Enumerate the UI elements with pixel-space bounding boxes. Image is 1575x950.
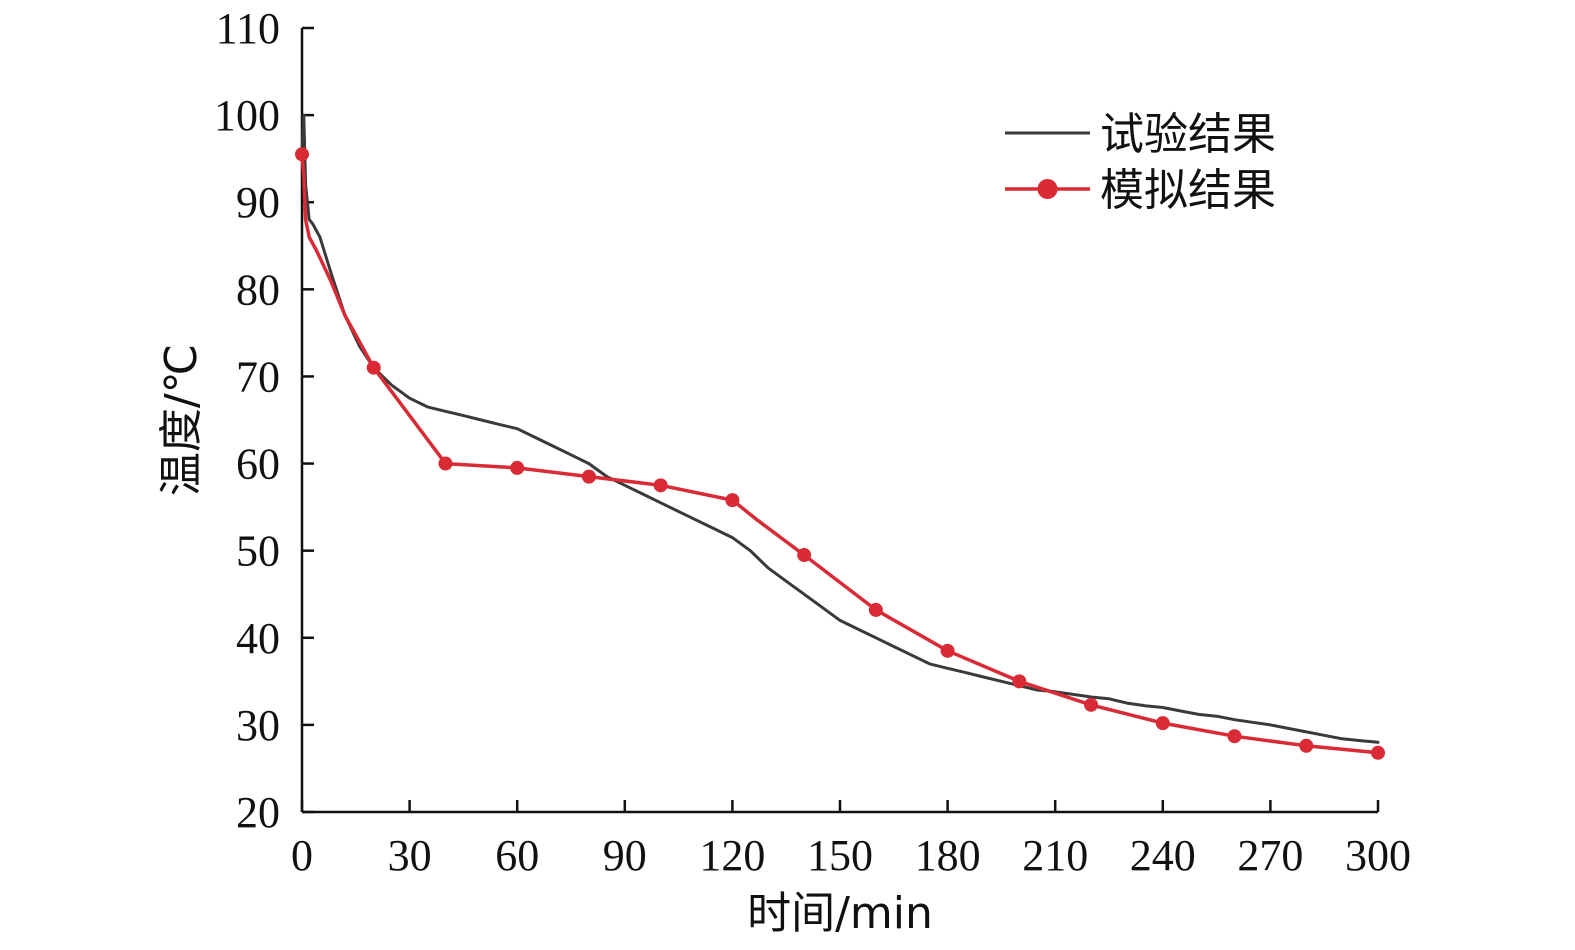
y-axis-title: 温度/℃ [156,344,207,496]
series-point [295,147,309,162]
y-tick-label: 70 [236,352,280,401]
y-tick-label: 30 [236,701,280,750]
series-point [940,643,955,658]
series-point [725,493,740,508]
x-tick-label: 210 [1022,831,1088,880]
legend-marker [1037,179,1058,199]
series-point [438,456,453,471]
axes: 0 30 60 90 120 150 180 210 240 270 300 20 30 40 50 60 70… [214,4,1411,880]
x-tick-label: 90 [603,831,647,880]
x-tick-label: 300 [1345,831,1411,880]
y-tick-label: 110 [216,4,280,53]
series-1 [300,113,1380,744]
series-line [300,113,1380,744]
series-point [1155,716,1170,731]
x-tick-label: 30 [388,831,432,880]
x-tick-label: 120 [699,831,765,880]
y-tick-label: 60 [236,440,280,489]
x-tick-label: 60 [495,831,539,880]
series-point [510,460,525,475]
y-tick-label: 100 [214,91,280,140]
x-tick-label: 180 [915,831,981,880]
series-point [1012,674,1027,689]
x-tick-label: 150 [807,831,873,880]
legend-label: 试验结果 [1100,109,1276,160]
series-point [581,469,596,484]
legend-label: 模拟结果 [1100,165,1276,216]
y-tick-label: 40 [236,614,280,663]
x-tick-label: 240 [1130,831,1196,880]
series-layer [295,113,1385,760]
x-axis-title: 时间/min [747,888,933,939]
series-line [300,152,1380,755]
series-point [868,602,883,617]
y-tick-label: 20 [236,788,280,837]
series-point [1227,729,1242,744]
y-tick-label: 90 [236,178,280,227]
x-tick-label: 0 [291,831,313,880]
series-point [653,478,668,493]
series-point [1299,738,1314,753]
series-point [1084,697,1099,712]
x-tick-label: 270 [1237,831,1303,880]
series-point [1371,745,1385,760]
series-point [797,548,812,563]
series-2 [295,147,1385,760]
y-tick-label: 50 [236,527,280,576]
series-point [366,360,381,375]
y-tick-label: 80 [236,265,280,314]
